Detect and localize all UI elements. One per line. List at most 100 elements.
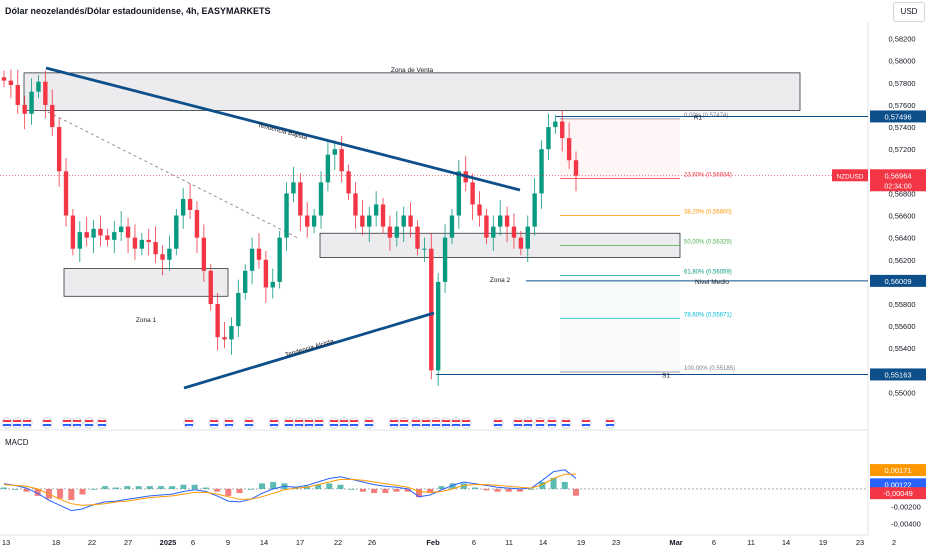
x-tick-label: 14 [260, 538, 268, 547]
candle-body [394, 226, 400, 238]
x-tick-label: 14 [782, 538, 790, 547]
currency-button[interactable]: USD [893, 2, 925, 22]
event-flag-stripe [85, 420, 93, 422]
event-flag-icon [522, 417, 534, 429]
x-tick-label: 26 [368, 538, 376, 547]
event-flag-stripe [452, 424, 460, 426]
macd-label[interactable]: MACD [5, 438, 29, 447]
candle-body [560, 121, 565, 139]
event-flag-stripe [225, 424, 233, 426]
event-flag-stripe [340, 420, 348, 422]
candle-body [284, 193, 289, 238]
y-tick-label: 0,56400 [888, 234, 915, 243]
x-tick-label: 22 [334, 538, 342, 547]
event-flag-stripe [85, 424, 93, 426]
candle-body [84, 232, 89, 238]
event-flag-stripe [606, 424, 614, 426]
macd-histogram-bar [404, 488, 411, 492]
macd-histogram-bar [573, 488, 579, 496]
candle-body [208, 270, 213, 304]
key-level-tag [870, 110, 926, 123]
macd-histogram-bar [191, 484, 198, 489]
fib-level-label: 78,60% (0,55671) [684, 312, 732, 318]
candle-body [36, 81, 41, 92]
key-level-value: 0,56009 [884, 277, 911, 286]
macd-histogram-bar [438, 486, 445, 489]
x-tick-label: 22 [88, 538, 96, 547]
fib-level-label: 61,80% (0,56059) [684, 269, 732, 275]
event-flag-icon [328, 417, 340, 429]
fib-level-label: 23,60% (0,56934) [684, 173, 732, 179]
event-flag-stripe [245, 420, 253, 422]
candle-body [546, 127, 551, 150]
event-flag-icon [293, 417, 305, 429]
event-flag-stripe [400, 424, 408, 426]
event-flag-stripe [185, 424, 193, 426]
y-tick-label: 0,55400 [888, 344, 915, 353]
candle-body [187, 198, 193, 210]
r1-label: R1 [694, 114, 703, 121]
macd-histogram-bar [180, 484, 187, 489]
fib-zone-fill [560, 118, 680, 179]
x-tick-label: Feb [426, 538, 440, 547]
candle-body [167, 248, 172, 260]
event-flag-stripe [524, 424, 532, 426]
candle-body [367, 215, 372, 227]
event-flag-stripe [452, 420, 460, 422]
y-tick-label: 0,57200 [888, 145, 915, 154]
event-flag-stripe [462, 424, 470, 426]
macd-histogram-bar [169, 486, 176, 489]
candle-body [518, 237, 524, 249]
event-flag-icon [534, 417, 546, 429]
macd-value-label: 0,00171 [884, 466, 911, 475]
event-flag-stripe [606, 420, 614, 422]
event-flag-stripe [295, 424, 303, 426]
event-flag-icon [83, 417, 95, 429]
candle-body [15, 85, 20, 105]
event-flag-icon [208, 417, 220, 429]
event-flag-stripe [442, 424, 450, 426]
macd-value-tag [870, 464, 926, 477]
fib-zone-fill [560, 318, 680, 373]
bullish-trendline [183, 311, 435, 390]
event-flag-stripe [3, 424, 11, 426]
x-tick-label: 6 [712, 538, 716, 547]
candle-body [160, 254, 165, 260]
candle-body [360, 215, 365, 227]
candle-body [484, 215, 489, 238]
event-flag-icon [183, 417, 195, 429]
macd-histogram-bar [90, 488, 97, 490]
macd-histogram-bar [460, 483, 467, 489]
candle-body [29, 91, 34, 114]
candle-body [318, 182, 324, 216]
event-flag-stripe [536, 420, 544, 422]
candle-body [180, 198, 186, 216]
event-flag-stripe [548, 424, 556, 426]
event-flag-stripe [390, 420, 398, 422]
macd-histogram-bar [158, 486, 165, 489]
event-flag-stripe [365, 420, 373, 422]
event-flag-stripe [432, 420, 440, 422]
candle-body [222, 337, 227, 340]
event-flag-icon [223, 417, 235, 429]
event-flag-stripe [305, 424, 313, 426]
candle-body [573, 160, 579, 176]
candle-body [291, 182, 296, 194]
candle-body [373, 204, 379, 216]
macd-histogram-bar [68, 488, 75, 501]
candle-body [532, 193, 537, 227]
candle-body [311, 215, 317, 227]
key-level-value: 0,57496 [884, 112, 911, 121]
event-flag-stripe [462, 420, 470, 422]
event-flag-stripe [412, 420, 420, 422]
event-flag-stripe [285, 424, 293, 426]
key-level-value: 0,55163 [884, 370, 911, 379]
candle-body [50, 104, 55, 128]
event-flag-stripe [63, 424, 71, 426]
candle-body [435, 281, 441, 371]
macd-value-label: 0,00122 [884, 480, 911, 489]
candle-body [477, 204, 482, 216]
candle-body [256, 248, 262, 260]
macd-histogram-bar [146, 486, 153, 489]
